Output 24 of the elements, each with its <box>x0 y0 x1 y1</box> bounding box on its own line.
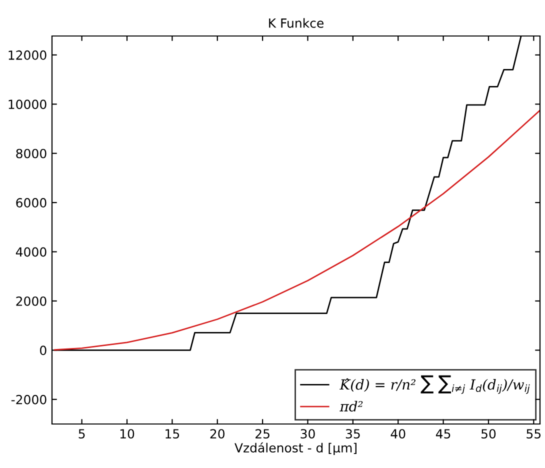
legend-label: K̂(d) = r/n² ∑ ∑$_{i≠j}$ I$_{d}$(d$_{ij}$)/w$_{ij}$ <box>340 375 530 394</box>
chart-title: K Funkce <box>269 18 324 28</box>
y-tick-label: 0 <box>40 346 46 356</box>
x-tick-label: 45 <box>436 429 450 439</box>
x-tick-label: 35 <box>346 429 360 439</box>
x-tick-label: 15 <box>166 429 180 439</box>
y-tick-label: 12000 <box>8 50 46 60</box>
x-tick-label: 25 <box>256 429 270 439</box>
line-series <box>54 110 540 351</box>
x-tick-label: 40 <box>390 429 406 439</box>
x-tick-label: 30 <box>300 429 315 439</box>
y-tick-label: 2000 <box>16 296 46 306</box>
y-tick-label: -2000 <box>11 394 46 404</box>
y-tick-label: 6000 <box>16 198 46 208</box>
x-tick-label: 20 <box>210 429 224 439</box>
x-tick-label: 10 <box>120 429 134 439</box>
x-tick-label: 55 <box>526 429 541 439</box>
y-tick-label: 10000 <box>8 100 46 110</box>
legend-label: πd² <box>340 400 363 412</box>
y-tick-label: 8000 <box>16 148 46 158</box>
y-tick-label: 4000 <box>16 247 46 257</box>
x-axis-title: Vzdálenost - d [µm] <box>234 442 356 455</box>
x-tick-label: 50 <box>482 429 496 439</box>
x-tick-label: 5 <box>78 429 85 439</box>
